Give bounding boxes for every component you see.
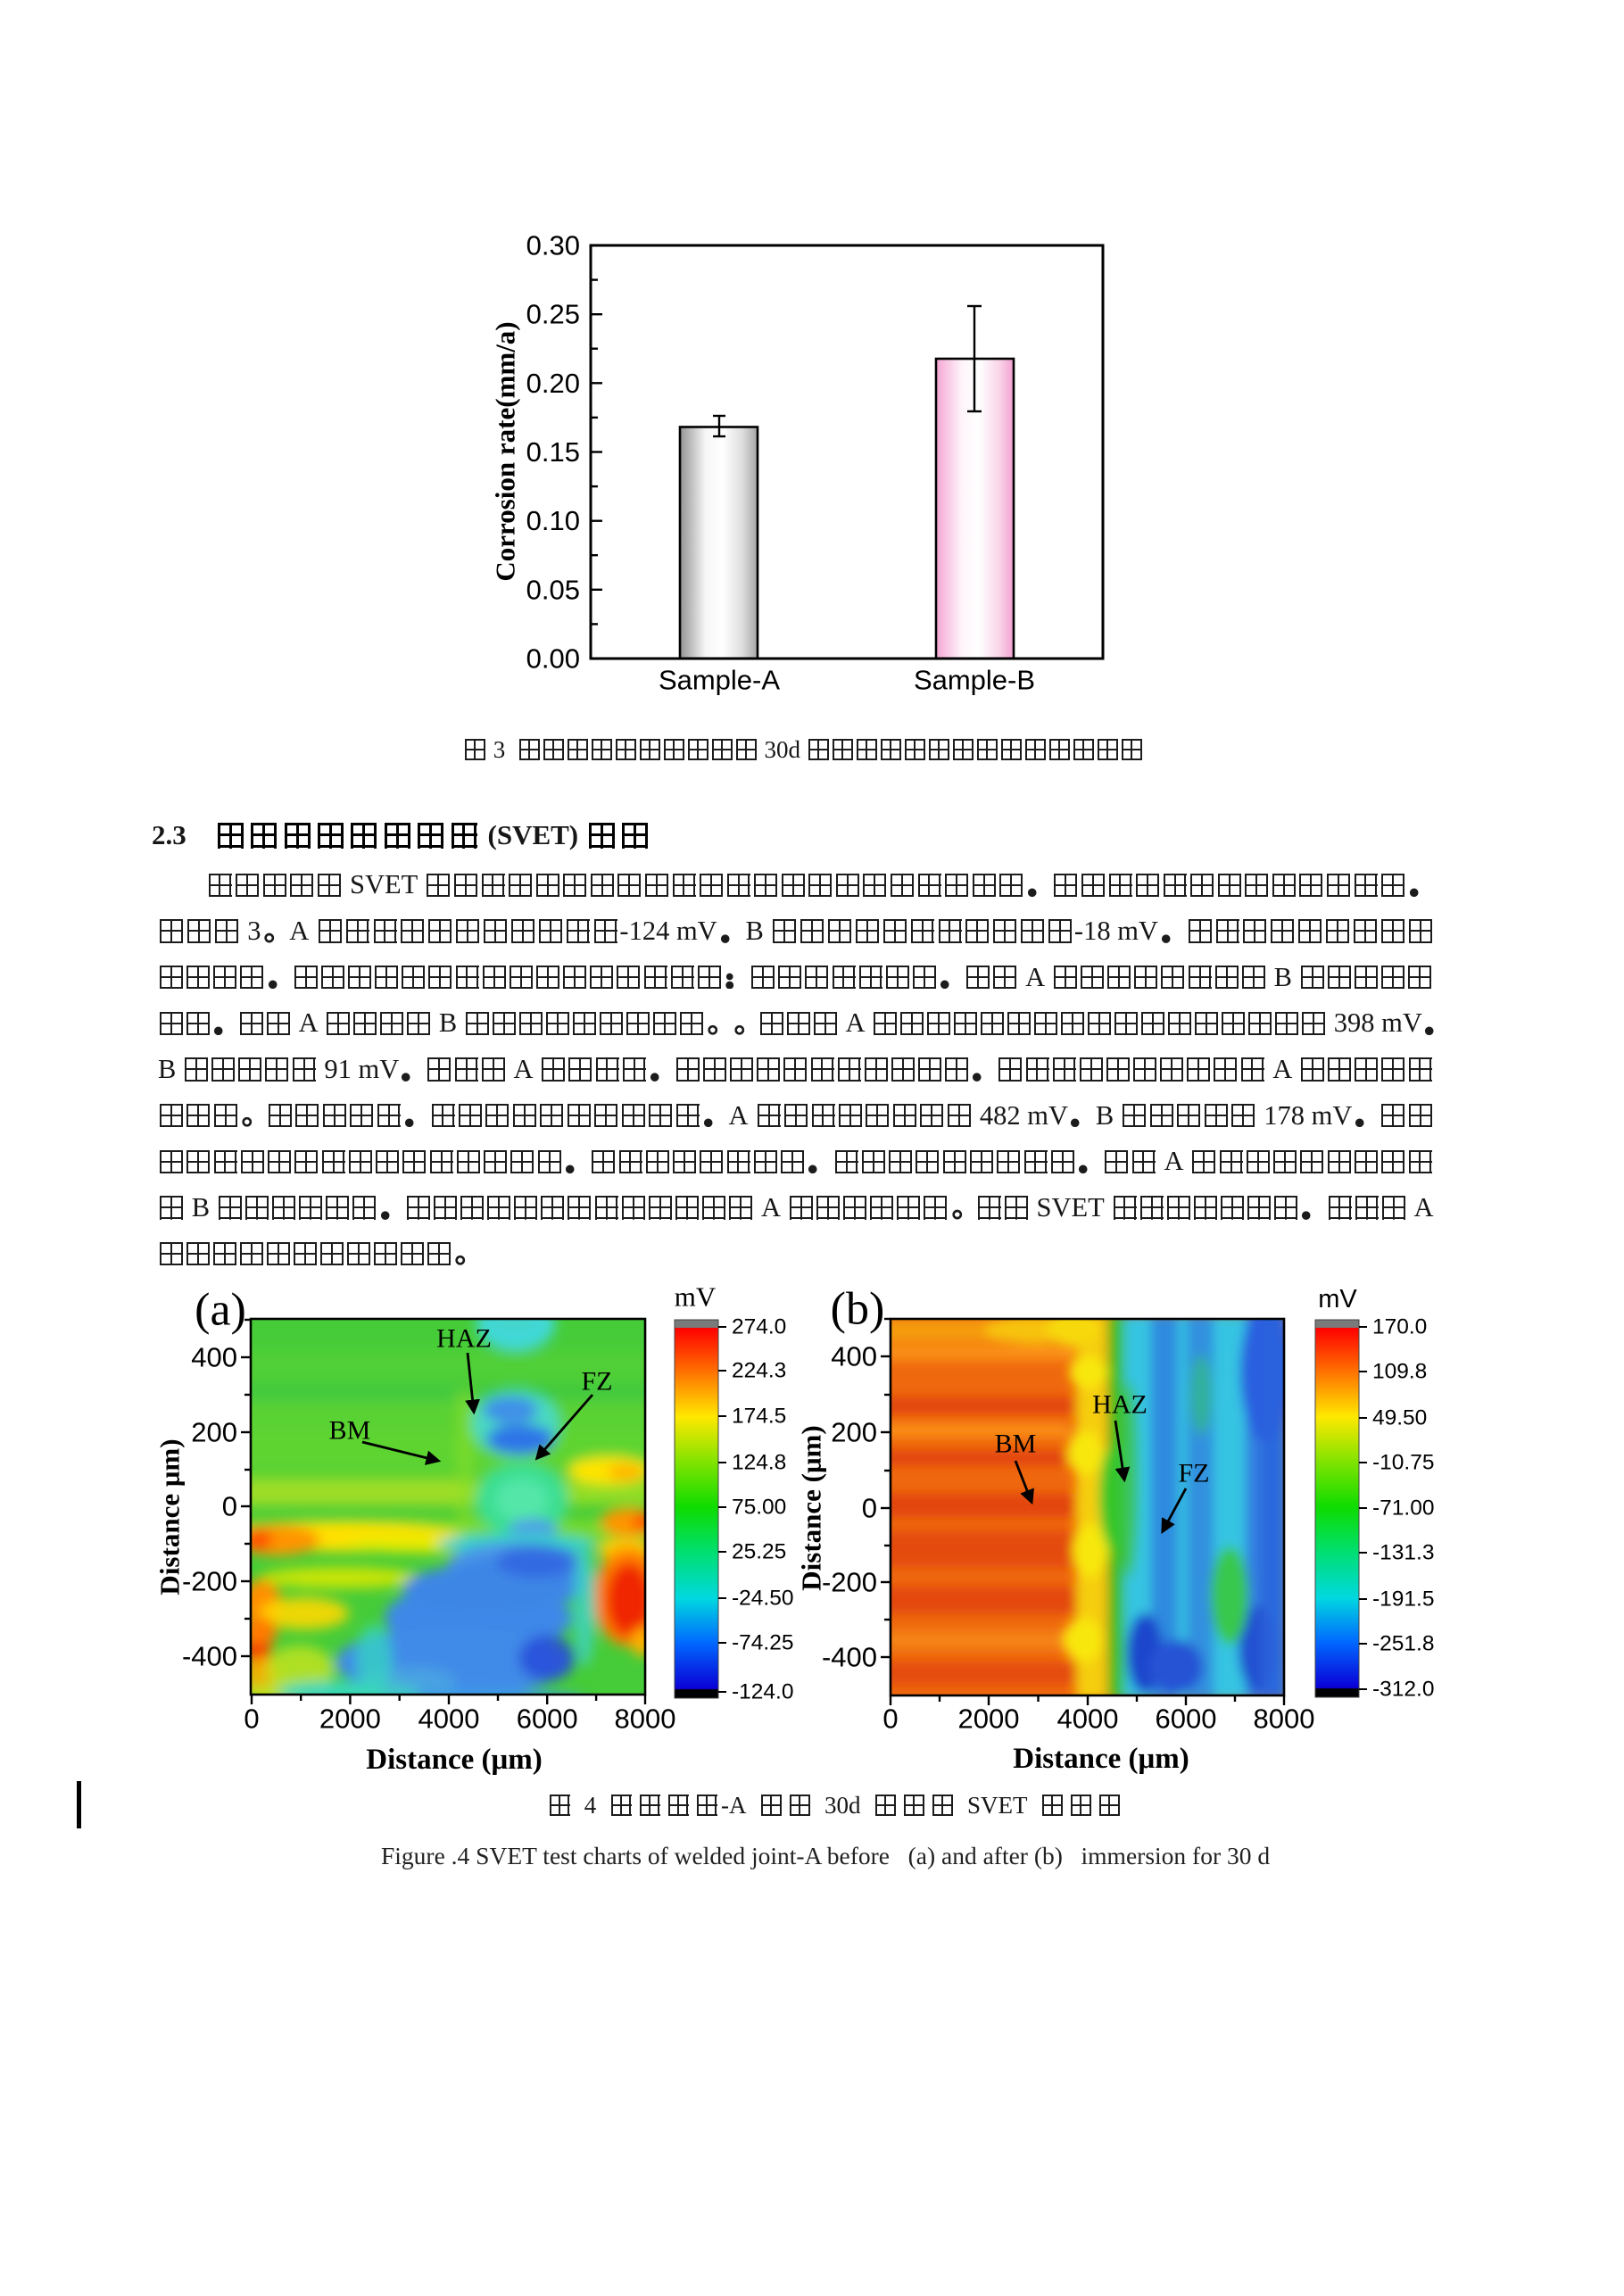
svg-text:Distance (μm): Distance (μm) [366,1744,542,1776]
svg-text:Corrosion rate(mm/a): Corrosion rate(mm/a) [490,321,521,581]
svg-text:0: 0 [882,1703,898,1735]
svg-text:0.15: 0.15 [526,436,580,468]
svg-text:6000: 6000 [1156,1703,1217,1735]
svg-text:-74.25: -74.25 [732,1631,793,1655]
svg-text:-131.3: -131.3 [1372,1541,1434,1565]
svg-text:4000: 4000 [418,1703,480,1735]
svg-text:170.0: 170.0 [1372,1315,1427,1339]
svg-text:49.50: 49.50 [1372,1406,1427,1430]
svg-text:-400: -400 [822,1642,877,1673]
svg-text:BM: BM [329,1416,371,1446]
svg-text:HAZ: HAZ [436,1324,492,1354]
svg-text:(a): (a) [195,1285,246,1336]
svg-text:2000: 2000 [319,1703,381,1735]
svg-text:0.10: 0.10 [526,505,580,536]
svg-text:8000: 8000 [1254,1703,1315,1735]
svg-text:0.00: 0.00 [526,643,580,675]
svg-text:-312.0: -312.0 [1372,1678,1434,1702]
svg-text:0.20: 0.20 [526,368,580,399]
svg-text:(b): (b) [831,1284,885,1335]
svg-text:200: 200 [191,1417,237,1448]
svg-text:mV: mV [675,1281,717,1313]
svg-text:mV: mV [1318,1285,1357,1314]
svg-text:0: 0 [244,1703,259,1735]
svg-text:-10.75: -10.75 [1372,1451,1434,1475]
svg-text:75.00: 75.00 [732,1496,786,1520]
svg-text:-400: -400 [182,1641,237,1672]
svg-text:124.8: 124.8 [732,1451,786,1475]
svg-text:-251.8: -251.8 [1372,1632,1434,1656]
svg-text:400: 400 [831,1341,877,1372]
svg-text:25.25: 25.25 [732,1540,786,1564]
svg-text:8000: 8000 [615,1703,676,1735]
svg-text:-71.00: -71.00 [1372,1496,1434,1521]
svg-text:0: 0 [862,1493,877,1524]
svg-text:Distance (μm): Distance (μm) [1013,1743,1189,1775]
svg-text:-124.0: -124.0 [732,1680,793,1704]
svg-text:0.05: 0.05 [526,574,580,605]
svg-text:6000: 6000 [517,1703,578,1735]
svg-text:Distance μm): Distance μm) [154,1438,186,1595]
svg-text:0.25: 0.25 [526,299,580,330]
svg-text:-191.5: -191.5 [1372,1587,1434,1612]
svg-text:0: 0 [222,1491,237,1522]
svg-text:200: 200 [831,1417,877,1448]
svg-text:Distance (μm): Distance (μm) [796,1425,827,1590]
svg-text:Sample-A: Sample-A [659,665,780,696]
svg-text:Sample-B: Sample-B [914,665,1035,696]
svg-text:2000: 2000 [958,1703,1020,1735]
svg-text:174.5: 174.5 [732,1405,786,1429]
svg-text:-24.50: -24.50 [732,1587,793,1611]
svg-text:109.8: 109.8 [1372,1360,1427,1384]
svg-text:FZ: FZ [581,1367,612,1397]
svg-text:0.30: 0.30 [526,230,580,261]
svg-text:-200: -200 [822,1567,877,1598]
svg-text:-200: -200 [182,1566,237,1597]
svg-text:FZ: FZ [1178,1459,1209,1488]
svg-text:224.3: 224.3 [732,1359,786,1383]
svg-text:4000: 4000 [1057,1703,1119,1735]
svg-text:BM: BM [995,1430,1037,1459]
svg-text:HAZ: HAZ [1092,1390,1148,1420]
svg-text:400: 400 [191,1342,237,1373]
svg-text:274.0: 274.0 [732,1315,786,1339]
